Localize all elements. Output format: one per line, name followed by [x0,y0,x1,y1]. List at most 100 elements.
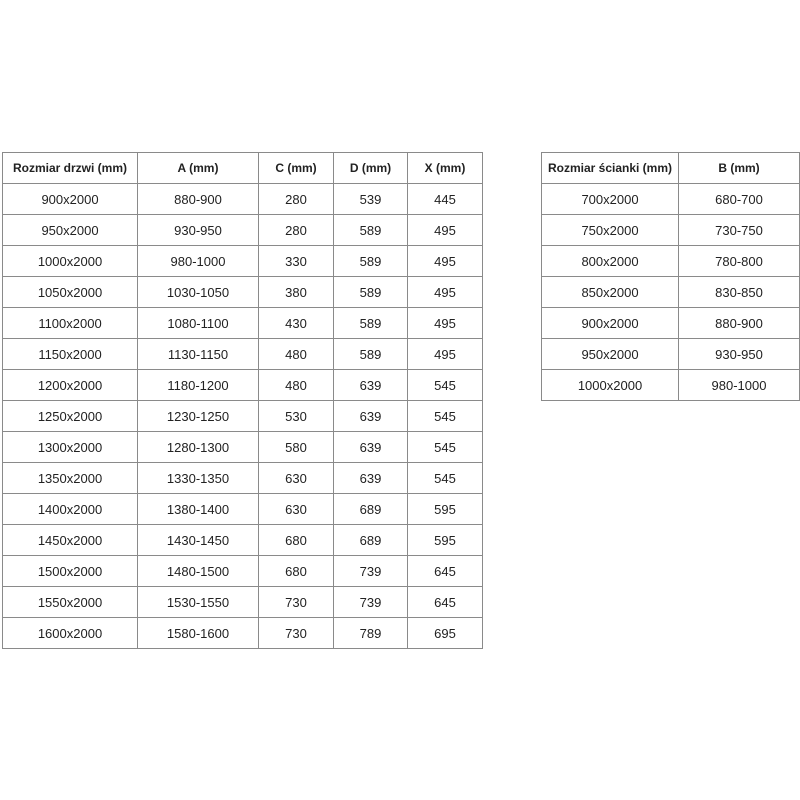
table-cell: 430 [258,307,334,339]
table-cell: 495 [407,214,483,246]
table-cell: 880-900 [137,183,259,215]
table-cell: 730 [258,586,334,618]
table-cell: 789 [333,617,408,649]
table-cell: 1180-1200 [137,369,259,401]
table-cell: 1530-1550 [137,586,259,618]
table-cell: 1600x2000 [2,617,138,649]
table-cell: 495 [407,245,483,277]
table-cell: 900x2000 [541,307,679,339]
table-cell: 580 [258,431,334,463]
table-cell: 900x2000 [2,183,138,215]
table-cell: 689 [333,493,408,525]
table-cell: 1000x2000 [2,245,138,277]
table-row: 850x2000 830-850 [541,276,800,308]
table-cell: 930-950 [137,214,259,246]
table-row: 1050x2000 1030-1050 380 589 495 [2,276,483,308]
table-cell: 639 [333,369,408,401]
table-cell: 545 [407,369,483,401]
table-cell: 639 [333,400,408,432]
table-row: 1250x2000 1230-1250 530 639 545 [2,400,483,432]
table-cell: 480 [258,338,334,370]
table-cell: 950x2000 [541,338,679,370]
table-row: 1000x2000 980-1000 [541,369,800,401]
table-cell: 545 [407,462,483,494]
table-cell: 980-1000 [678,369,800,401]
table-cell: 495 [407,276,483,308]
table-cell: 589 [333,276,408,308]
table-cell: 1550x2000 [2,586,138,618]
table-cell: 1130-1150 [137,338,259,370]
table-row: 1100x2000 1080-1100 430 589 495 [2,307,483,339]
table-cell: 1030-1050 [137,276,259,308]
table-cell: 1280-1300 [137,431,259,463]
table-cell: 1580-1600 [137,617,259,649]
table-cell: 739 [333,555,408,587]
table-row: 1600x2000 1580-1600 730 789 695 [2,617,483,649]
table-cell: 1080-1100 [137,307,259,339]
table-cell: 539 [333,183,408,215]
table-cell: 280 [258,214,334,246]
table-cell: 880-900 [678,307,800,339]
table-row: 700x2000 680-700 [541,183,800,215]
table-cell: 1350x2000 [2,462,138,494]
table-cell: 930-950 [678,338,800,370]
table-cell: 589 [333,214,408,246]
table-cell: 330 [258,245,334,277]
table-cell: 850x2000 [541,276,679,308]
table-row: 900x2000 880-900 280 539 445 [2,183,483,215]
table-cell: 545 [407,431,483,463]
table-cell: 680 [258,555,334,587]
table-cell: 639 [333,462,408,494]
table-cell: 730 [258,617,334,649]
table-row: 950x2000 930-950 [541,338,800,370]
header-cell: B (mm) [678,152,800,184]
header-cell: D (mm) [333,152,408,184]
header-cell: Rozmiar drzwi (mm) [2,152,138,184]
door-size-table: Rozmiar drzwi (mm) A (mm) C (mm) D (mm) X (m… [2,152,483,649]
table-row: 950x2000 930-950 280 589 495 [2,214,483,246]
table-cell: 695 [407,617,483,649]
table-row: 1350x2000 1330-1350 630 639 545 [2,462,483,494]
table-cell: 1100x2000 [2,307,138,339]
table-cell: 595 [407,524,483,556]
table-cell: 689 [333,524,408,556]
table-cell: 950x2000 [2,214,138,246]
table-cell: 280 [258,183,334,215]
table-cell: 1400x2000 [2,493,138,525]
table-cell: 1050x2000 [2,276,138,308]
table-cell: 630 [258,493,334,525]
table-cell: 1250x2000 [2,400,138,432]
table-cell: 1300x2000 [2,431,138,463]
table-row: 1450x2000 1430-1450 680 689 595 [2,524,483,556]
table-cell: 780-800 [678,245,800,277]
table-row: 900x2000 880-900 [541,307,800,339]
table-row: 1500x2000 1480-1500 680 739 645 [2,555,483,587]
table-cell: 680-700 [678,183,800,215]
table-row: 1300x2000 1280-1300 580 639 545 [2,431,483,463]
table-cell: 495 [407,338,483,370]
table-cell: 380 [258,276,334,308]
table-row: 1150x2000 1130-1150 480 589 495 [2,338,483,370]
table-row: 1400x2000 1380-1400 630 689 595 [2,493,483,525]
table-cell: 639 [333,431,408,463]
header-row: Rozmiar ścianki (mm) B (mm) [541,152,800,184]
table-cell: 1000x2000 [541,369,679,401]
table-cell: 1380-1400 [137,493,259,525]
table-cell: 739 [333,586,408,618]
table-cell: 480 [258,369,334,401]
table-cell: 589 [333,307,408,339]
table-cell: 1330-1350 [137,462,259,494]
table-cell: 1200x2000 [2,369,138,401]
table-cell: 800x2000 [541,245,679,277]
table-row: 1000x2000 980-1000 330 589 495 [2,245,483,277]
table-row: 1550x2000 1530-1550 730 739 645 [2,586,483,618]
table-cell: 595 [407,493,483,525]
table-cell: 630 [258,462,334,494]
table-cell: 530 [258,400,334,432]
header-cell: Rozmiar ścianki (mm) [541,152,679,184]
header-cell: C (mm) [258,152,334,184]
table-cell: 1150x2000 [2,338,138,370]
table-cell: 589 [333,338,408,370]
table-row: 750x2000 730-750 [541,214,800,246]
